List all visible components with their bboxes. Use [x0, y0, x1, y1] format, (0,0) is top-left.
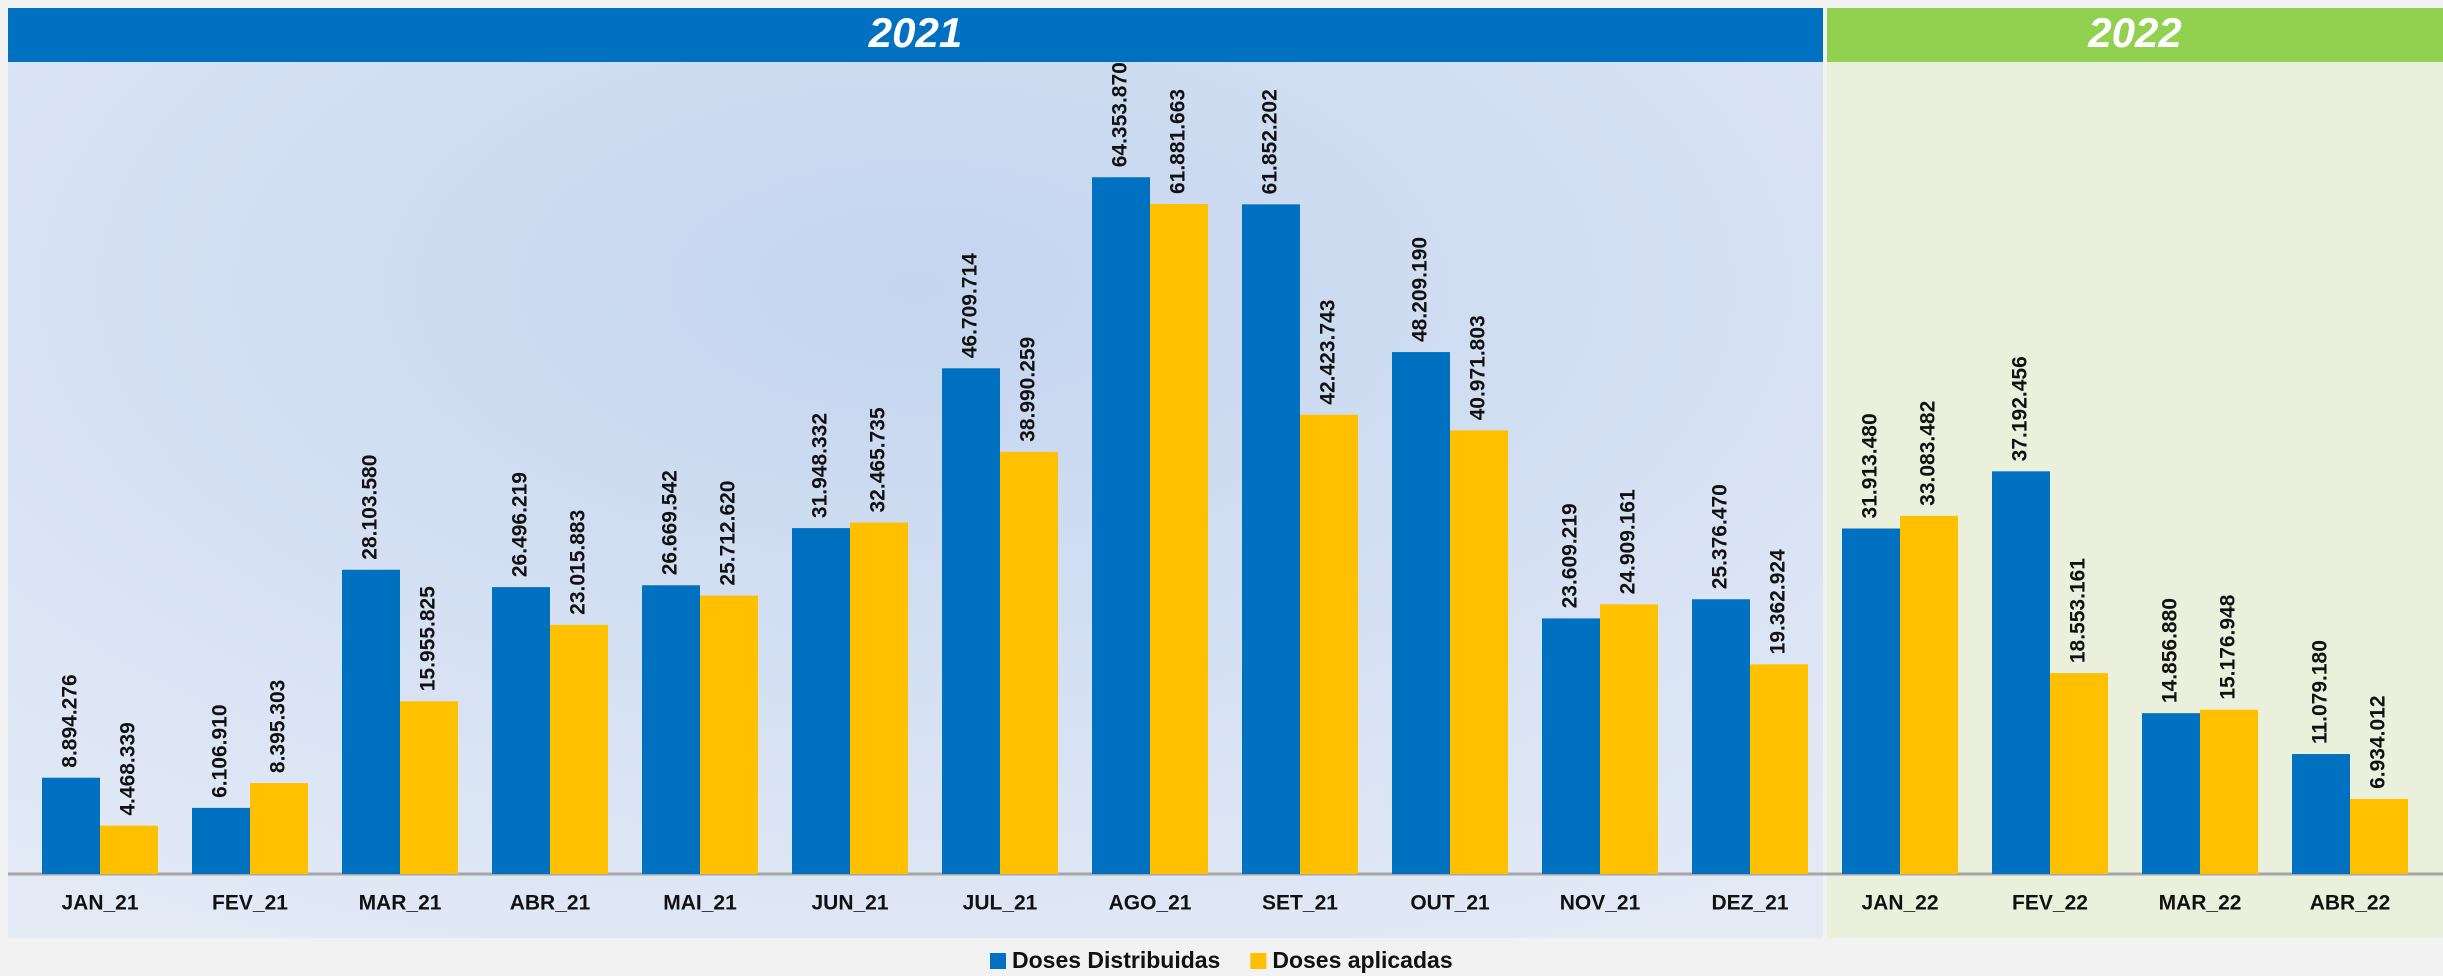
value-label: 31.913.480	[1859, 413, 1882, 518]
bar	[250, 783, 308, 874]
value-label: 61.881.663	[1167, 89, 1190, 194]
bar	[642, 585, 700, 874]
x-tick-label: ABR_21	[510, 892, 591, 915]
bar	[1392, 352, 1450, 874]
group-label: 2022	[2087, 9, 2181, 56]
bar	[1300, 414, 1358, 874]
bar	[1092, 177, 1150, 875]
value-label: 8.894.276	[59, 674, 82, 767]
bar	[342, 569, 400, 874]
legend-swatch	[1250, 953, 1267, 969]
bar	[1692, 599, 1750, 874]
value-label: 6.934.012	[2367, 695, 2390, 788]
x-tick-label: MAR_22	[2159, 892, 2242, 915]
value-label: 6.106.910	[209, 704, 232, 797]
value-label: 61.852.202	[1259, 89, 1282, 194]
value-label: 15.176.948	[2217, 594, 2240, 699]
bar	[1750, 664, 1808, 874]
value-label: 28.103.580	[359, 455, 382, 560]
value-label: 38.990.259	[1017, 337, 1040, 442]
x-tick-label: ABR_22	[2310, 892, 2391, 915]
bar	[2050, 673, 2108, 874]
group-header	[8, 8, 1823, 62]
bar	[1992, 471, 2050, 874]
bar	[192, 807, 250, 874]
value-label: 26.496.219	[509, 472, 532, 577]
bar	[2292, 754, 2350, 874]
value-label: 31.948.332	[809, 413, 832, 518]
bar	[1542, 618, 1600, 874]
bar	[700, 595, 758, 874]
bar	[492, 587, 550, 874]
value-label: 33.083.482	[1917, 401, 1940, 506]
x-tick-label: JAN_22	[1861, 892, 1938, 915]
bar	[1450, 430, 1508, 874]
value-label: 48.209.190	[1409, 237, 1432, 342]
bar	[400, 701, 458, 874]
group-background	[8, 8, 1823, 938]
value-label: 40.971.803	[1467, 315, 1490, 420]
value-label: 4.468.339	[117, 722, 140, 815]
bar	[1242, 204, 1300, 875]
x-tick-label: FEV_22	[2012, 892, 2088, 915]
bar	[1150, 204, 1208, 875]
bar	[100, 825, 158, 874]
value-label: 42.423.743	[1317, 300, 1340, 405]
bar	[2200, 709, 2258, 874]
x-tick-label: FEV_21	[212, 892, 288, 915]
bar	[42, 777, 100, 874]
x-tick-label: SET_21	[1262, 892, 1338, 915]
value-label: 37.192.456	[2009, 356, 2032, 461]
x-tick-label: OUT_21	[1410, 892, 1490, 915]
value-label: 18.553.161	[2067, 558, 2090, 663]
bar	[942, 368, 1000, 874]
value-label: 26.669.542	[659, 470, 682, 575]
value-label: 46.709.714	[959, 253, 982, 358]
x-tick-label: JAN_21	[61, 892, 138, 915]
value-label: 25.376.470	[1709, 484, 1732, 589]
value-label: 32.465.735	[867, 407, 890, 512]
value-label: 8.395.303	[267, 680, 290, 773]
legend-label: Doses Distribuidas	[1012, 947, 1220, 973]
x-tick-label: MAI_21	[663, 892, 737, 915]
value-label: 64.353.870	[1109, 62, 1132, 167]
bar	[2142, 713, 2200, 874]
x-tick-label: MAR_21	[359, 892, 442, 915]
bar	[1900, 515, 1958, 874]
group-header	[1827, 8, 2443, 62]
bar	[2350, 798, 2408, 874]
bar	[1600, 604, 1658, 874]
bar	[850, 522, 908, 874]
bar	[1842, 528, 1900, 874]
value-label: 25.712.620	[717, 481, 740, 586]
x-tick-label: DEZ_21	[1711, 892, 1788, 915]
legend-label: Doses aplicadas	[1272, 947, 1452, 973]
legend-swatch	[990, 953, 1006, 969]
x-tick-label: JUL_21	[963, 892, 1038, 915]
value-label: 24.909.161	[1617, 489, 1640, 594]
x-tick-label: JUN_21	[811, 892, 888, 915]
value-label: 23.015.883	[567, 510, 590, 615]
x-tick-label: NOV_21	[1560, 892, 1641, 915]
value-label: 14.856.880	[2159, 598, 2182, 703]
bar	[792, 528, 850, 874]
value-label: 23.609.219	[1559, 503, 1582, 608]
bar	[1000, 451, 1058, 874]
value-label: 15.955.825	[417, 586, 440, 691]
group-label: 2021	[868, 9, 962, 56]
value-label: 19.362.924	[1767, 549, 1790, 654]
x-tick-label: AGO_21	[1109, 892, 1192, 915]
bar	[550, 624, 608, 874]
value-label: 11.079.180	[2309, 640, 2332, 744]
